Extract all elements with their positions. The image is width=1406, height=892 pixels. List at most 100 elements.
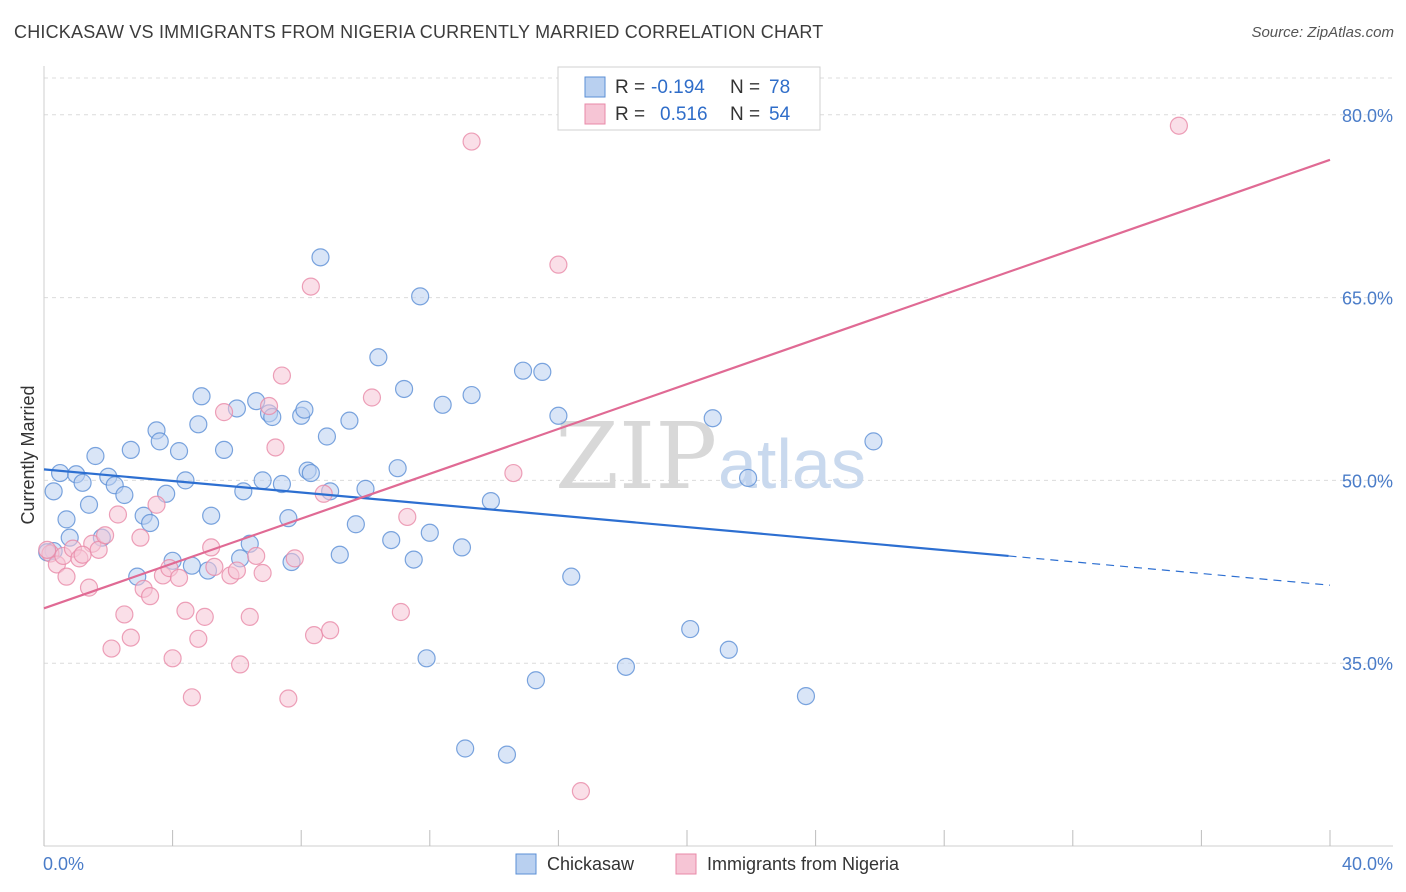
series-legend: Chickasaw Immigrants from Nigeria: [515, 853, 900, 875]
bottom-legend-swatch-blue: [515, 853, 537, 875]
chickasaw-point: [50, 463, 70, 483]
chickasaw-point: [616, 657, 636, 676]
nigeria-point: [462, 132, 481, 151]
chickasaw-point: [253, 471, 272, 490]
chickasaw-point: [295, 400, 314, 419]
chickasaw-point: [462, 385, 481, 405]
nigeria-point: [38, 540, 57, 559]
nigeria-point: [189, 629, 208, 648]
chickasaw-point: [382, 530, 401, 550]
nigeria-point: [176, 601, 195, 620]
nigeria-point: [121, 628, 140, 647]
chickasaw-point: [703, 409, 722, 428]
legend-n-label: N =: [730, 77, 760, 98]
nigeria-point: [227, 561, 246, 580]
chickasaw-point: [57, 510, 76, 529]
watermark-atlas: atlas: [718, 425, 866, 503]
chickasaw-point: [311, 248, 330, 267]
nigeria-point: [205, 557, 224, 577]
y-tick-label: 50.0%: [1342, 471, 1393, 491]
nigeria-point: [304, 626, 324, 645]
nigeria-point: [147, 495, 166, 514]
nigeria-point: [95, 526, 115, 545]
chickasaw-point: [681, 619, 700, 639]
legend-r-value: 0.516: [660, 104, 708, 125]
axes: [43, 66, 1393, 847]
nigeria-point: [279, 689, 298, 708]
y-tick-label: 80.0%: [1342, 106, 1393, 126]
nigeria-point: [1169, 116, 1188, 135]
chickasaw-point: [526, 671, 545, 690]
gridlines: [44, 77, 1393, 664]
chickasaw-point: [340, 411, 359, 430]
nigeria-point: [504, 463, 523, 483]
chickasaw-point: [481, 491, 500, 511]
chickasaw-point: [214, 440, 234, 460]
watermark: ZIP atlas: [555, 403, 866, 510]
nigeria-point: [259, 396, 279, 416]
chickasaw-point: [533, 362, 552, 382]
y-tick-label: 65.0%: [1342, 289, 1393, 309]
y-tick-labels: 35.0% 50.0% 65.0% 80.0%: [1342, 106, 1393, 674]
x-tick-max: 40.0%: [1342, 854, 1393, 874]
nigeria-points: [38, 116, 1188, 801]
legend-n-value: 78: [769, 77, 790, 98]
chickasaw-point: [404, 550, 423, 569]
chickasaw-point: [388, 459, 407, 478]
legend-swatch-blue: [584, 76, 606, 98]
chickasaw-point: [456, 739, 475, 758]
chickasaw-point: [86, 446, 105, 466]
legend-n-label: N =: [730, 104, 760, 125]
nigeria-point: [321, 621, 340, 640]
nigeria-point: [231, 655, 250, 674]
y-axis-label: Currently Married: [18, 385, 38, 524]
nigeria-point: [214, 403, 234, 422]
nigeria-point: [240, 607, 259, 626]
chickasaw-point: [301, 463, 320, 483]
chickasaw-point: [513, 361, 533, 380]
nigeria-point: [102, 639, 121, 658]
nigeria-point: [131, 528, 150, 547]
nigeria-point: [182, 688, 201, 707]
chickasaw-point: [150, 432, 169, 451]
legend-swatch-pink: [584, 103, 606, 125]
chickasaw-point: [176, 471, 195, 490]
nigeria-point: [115, 605, 134, 624]
chickasaw-point: [192, 387, 211, 406]
watermark-zip: ZIP: [555, 403, 717, 510]
chickasaw-point: [420, 523, 439, 542]
legend-r-label: R =: [615, 104, 645, 125]
nigeria-point: [73, 545, 92, 564]
chickasaw-point: [719, 640, 738, 659]
nigeria-point: [195, 607, 214, 626]
chickasaw-point: [115, 485, 134, 505]
chickasaw-point: [234, 482, 253, 501]
chickasaw-point: [140, 513, 160, 533]
bottom-legend-chickasaw: Chickasaw: [547, 854, 635, 874]
chickasaw-point: [497, 745, 517, 764]
chart-title: CHICKASAW VS IMMIGRANTS FROM NIGERIA CUR…: [14, 22, 824, 42]
bottom-legend-swatch-pink: [675, 853, 697, 875]
chickasaw-point: [346, 515, 365, 534]
chickasaw-point: [796, 686, 816, 706]
chickasaw-point: [738, 468, 758, 488]
x-tick-min: 0.0%: [43, 854, 84, 874]
nigeria-point: [266, 438, 285, 457]
chickasaw-point: [433, 395, 452, 414]
chickasaw-point: [44, 482, 63, 501]
chickasaw-trend-line: [43, 468, 1009, 558]
y-tick-label: 35.0%: [1342, 654, 1393, 674]
chickasaw-point: [549, 406, 568, 425]
nigeria-point: [301, 277, 320, 296]
nigeria-point: [362, 388, 382, 407]
nigeria-point: [57, 567, 76, 586]
nigeria-point: [169, 568, 189, 587]
nigeria-point: [140, 587, 160, 606]
chickasaw-point: [73, 473, 92, 492]
chickasaw-point: [79, 495, 99, 514]
chickasaw-point: [317, 427, 337, 446]
chickasaw-trend-extension: [1008, 555, 1331, 586]
bottom-legend-nigeria: Immigrants from Nigeria: [707, 854, 900, 874]
nigeria-point: [163, 649, 182, 668]
chickasaw-point: [452, 538, 472, 557]
